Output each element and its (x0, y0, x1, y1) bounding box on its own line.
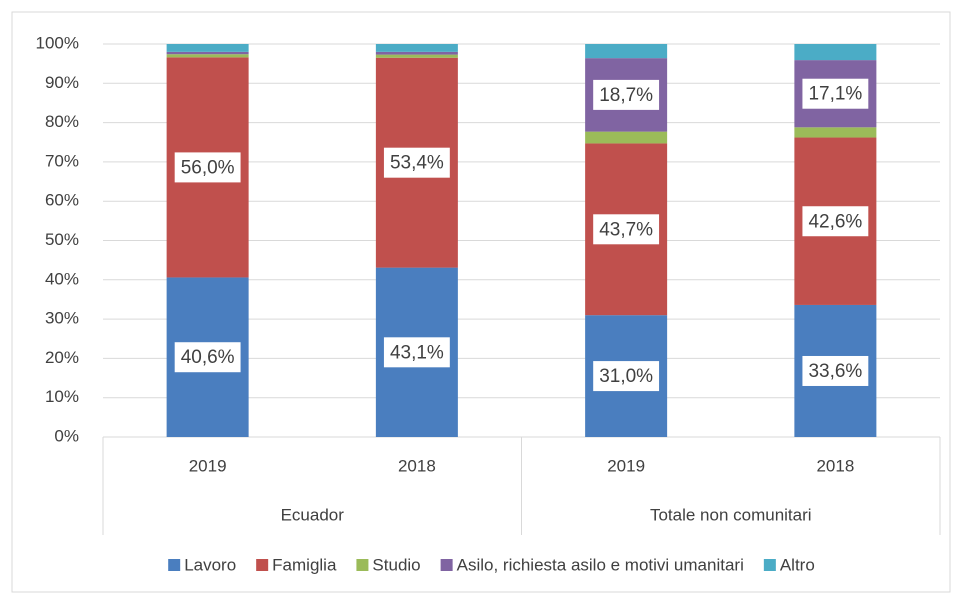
group-label: Ecuador (281, 505, 345, 524)
data-label: 53,4% (390, 153, 444, 174)
legend-label: Lavoro (184, 555, 236, 574)
y-tick-label: 30% (45, 309, 79, 328)
data-label: 31,0% (599, 366, 653, 387)
data-label-box (383, 147, 450, 178)
data-label-box (593, 214, 660, 245)
bar-segment (166, 51, 249, 55)
bar-segment (166, 44, 249, 52)
bar-segment (375, 51, 458, 55)
x-tick-label: 2019 (189, 456, 227, 475)
legend-label: Asilo, richiesta asilo e motivi umanitar… (457, 555, 744, 574)
legend-label: Altro (780, 555, 815, 574)
data-label: 33,6% (808, 361, 862, 382)
legend-swatch (356, 559, 369, 571)
legend-swatch (440, 559, 453, 571)
data-label: 17,1% (808, 84, 862, 105)
bar-segment (375, 44, 458, 52)
y-tick-label: 100% (36, 33, 79, 52)
data-label-box (802, 206, 869, 237)
y-tick-label: 10% (45, 387, 79, 406)
data-label-box (174, 342, 241, 373)
x-tick-label: 2018 (816, 456, 854, 475)
legend-swatch (256, 559, 269, 571)
bar-segment (585, 44, 668, 59)
y-tick-label: 40% (45, 269, 79, 288)
y-tick-label: 90% (45, 73, 79, 92)
data-label: 43,1% (390, 342, 444, 363)
data-label: 43,7% (599, 219, 653, 240)
data-label-box (593, 79, 660, 110)
bar-segment (375, 54, 458, 58)
legend-label: Studio (372, 555, 420, 574)
data-label-box (593, 361, 660, 392)
group-label: Totale non comunitari (650, 505, 812, 524)
y-tick-label: 0% (54, 426, 79, 445)
data-label-box (174, 152, 241, 183)
y-tick-label: 70% (45, 151, 79, 170)
legend-swatch (168, 559, 181, 571)
data-label: 40,6% (181, 347, 235, 368)
bar-segment (585, 131, 668, 144)
data-label-box (802, 355, 869, 386)
data-label-box (383, 337, 450, 368)
legend-swatch (763, 559, 776, 571)
y-tick-label: 80% (45, 112, 79, 131)
data-label-box (802, 78, 869, 109)
legend-label: Famiglia (272, 555, 337, 574)
bar-segment (794, 44, 877, 61)
data-label: 18,7% (599, 85, 653, 106)
y-tick-label: 20% (45, 348, 79, 367)
y-tick-label: 60% (45, 191, 79, 210)
data-label: 42,6% (808, 211, 862, 232)
x-tick-label: 2019 (607, 456, 645, 475)
data-label: 56,0% (181, 157, 235, 178)
bar-segment (794, 127, 877, 138)
x-tick-label: 2018 (398, 456, 436, 475)
bar-segment (166, 54, 249, 58)
y-tick-label: 50% (45, 230, 79, 249)
